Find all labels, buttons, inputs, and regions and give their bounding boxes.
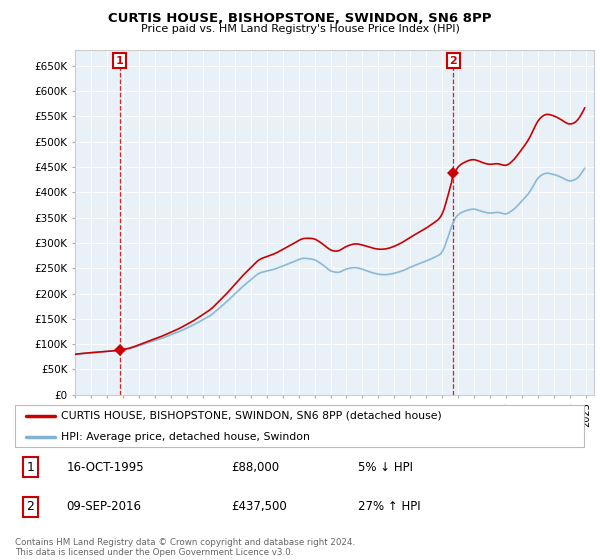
Text: £88,000: £88,000 [231,461,279,474]
Text: 16-OCT-1995: 16-OCT-1995 [67,461,145,474]
Text: 2: 2 [449,55,457,66]
Text: 5% ↓ HPI: 5% ↓ HPI [358,461,413,474]
Text: CURTIS HOUSE, BISHOPSTONE, SWINDON, SN6 8PP (detached house): CURTIS HOUSE, BISHOPSTONE, SWINDON, SN6 … [61,410,442,421]
Text: 09-SEP-2016: 09-SEP-2016 [67,500,142,513]
Text: CURTIS HOUSE, BISHOPSTONE, SWINDON, SN6 8PP: CURTIS HOUSE, BISHOPSTONE, SWINDON, SN6 … [108,12,492,25]
Text: £437,500: £437,500 [231,500,287,513]
FancyBboxPatch shape [15,405,584,447]
Text: 2: 2 [26,500,34,513]
Text: 1: 1 [116,55,124,66]
Text: HPI: Average price, detached house, Swindon: HPI: Average price, detached house, Swin… [61,432,310,442]
Text: 1: 1 [26,461,34,474]
Text: 27% ↑ HPI: 27% ↑ HPI [358,500,420,513]
Text: Price paid vs. HM Land Registry's House Price Index (HPI): Price paid vs. HM Land Registry's House … [140,24,460,34]
Text: Contains HM Land Registry data © Crown copyright and database right 2024.
This d: Contains HM Land Registry data © Crown c… [15,538,355,557]
